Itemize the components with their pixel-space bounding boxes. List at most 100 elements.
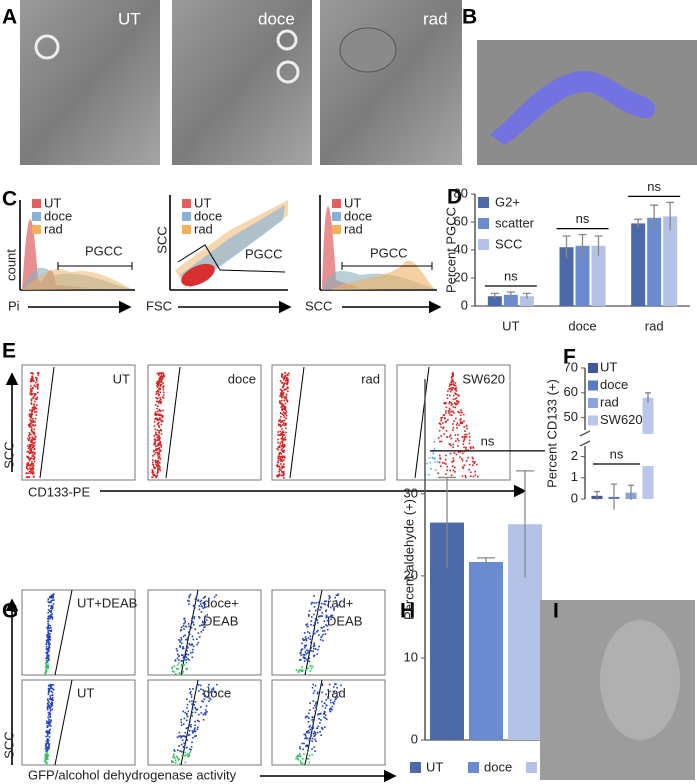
significance-label: ns xyxy=(647,179,661,194)
dot xyxy=(473,462,475,464)
dot xyxy=(158,447,161,449)
dot xyxy=(468,463,471,466)
dot xyxy=(452,459,455,462)
dot xyxy=(46,698,49,701)
error-bar xyxy=(594,235,603,256)
dot xyxy=(335,594,338,597)
dot xyxy=(300,670,303,673)
dot xyxy=(160,429,162,432)
dot xyxy=(185,653,188,656)
axis-break xyxy=(579,430,591,447)
dot xyxy=(308,726,311,728)
dot xyxy=(458,411,460,414)
dot xyxy=(155,417,157,420)
dot xyxy=(31,413,34,416)
dot xyxy=(50,615,53,618)
legend-label: doce xyxy=(194,208,222,223)
dot xyxy=(306,625,309,628)
dot xyxy=(34,417,37,420)
dot xyxy=(45,757,48,759)
dot xyxy=(194,706,197,709)
dot xyxy=(199,603,202,605)
dot xyxy=(201,700,203,702)
dot xyxy=(315,602,318,604)
dot xyxy=(281,440,284,442)
legend-swatch xyxy=(478,197,489,208)
dot xyxy=(320,719,322,721)
dot xyxy=(456,402,459,405)
dot xyxy=(50,626,52,629)
dot xyxy=(459,451,462,453)
dot xyxy=(204,603,207,605)
dot xyxy=(282,471,284,473)
dot xyxy=(174,659,177,661)
dot xyxy=(314,684,317,687)
dot xyxy=(469,446,472,448)
dot xyxy=(173,665,176,667)
dot xyxy=(48,690,50,692)
dot xyxy=(48,618,51,620)
legend-label: scatter xyxy=(495,215,535,230)
dot xyxy=(51,704,53,707)
dot xyxy=(31,455,34,457)
dot xyxy=(51,595,53,598)
dot xyxy=(154,404,157,406)
dot xyxy=(445,454,447,457)
dot xyxy=(286,400,289,402)
legend-label: doce xyxy=(600,377,628,392)
dot xyxy=(335,683,337,686)
error-bar xyxy=(645,392,651,403)
dot xyxy=(324,603,327,606)
dot xyxy=(450,437,453,440)
dot xyxy=(163,391,165,394)
dot xyxy=(317,713,319,716)
dot xyxy=(190,693,193,696)
dot xyxy=(281,402,283,405)
dot xyxy=(202,597,205,599)
dot xyxy=(31,460,33,463)
dot xyxy=(303,753,305,755)
legend-swatch xyxy=(468,762,479,773)
gate-label: PGCC xyxy=(85,243,123,258)
dot xyxy=(184,761,187,764)
dot xyxy=(29,409,31,412)
dot xyxy=(47,748,49,751)
dot xyxy=(468,436,471,438)
dot xyxy=(28,457,31,460)
dot xyxy=(50,725,52,727)
dot xyxy=(306,744,308,747)
dot xyxy=(153,420,156,423)
dot xyxy=(322,633,324,636)
chart: 0102030UTdoceradnsPercent aldehyde (+) xyxy=(401,379,561,774)
dot xyxy=(34,451,36,454)
dot xyxy=(336,686,338,689)
dot xyxy=(433,458,436,460)
dot xyxy=(158,430,160,432)
dot xyxy=(156,386,159,388)
dot xyxy=(31,472,34,474)
dot xyxy=(160,381,163,384)
dot xyxy=(200,624,203,626)
dot xyxy=(29,467,31,469)
dot xyxy=(299,746,301,748)
axis-label: SCC xyxy=(1,731,16,758)
dot xyxy=(277,457,280,459)
dot xyxy=(33,432,36,435)
plot-label: UT xyxy=(113,371,130,386)
dot xyxy=(295,669,298,671)
dot xyxy=(464,430,466,432)
gate xyxy=(54,679,73,766)
dot xyxy=(451,461,453,463)
dot xyxy=(159,401,161,403)
plot-label: DEAB xyxy=(327,613,362,628)
dot xyxy=(313,647,315,650)
plot-box xyxy=(147,364,262,481)
dot xyxy=(53,599,55,601)
dot xyxy=(49,643,51,645)
dot xyxy=(280,420,282,422)
dot xyxy=(184,620,186,622)
dot xyxy=(198,615,200,618)
dot xyxy=(306,731,309,734)
legend-swatch xyxy=(478,239,489,250)
dot xyxy=(30,377,32,380)
